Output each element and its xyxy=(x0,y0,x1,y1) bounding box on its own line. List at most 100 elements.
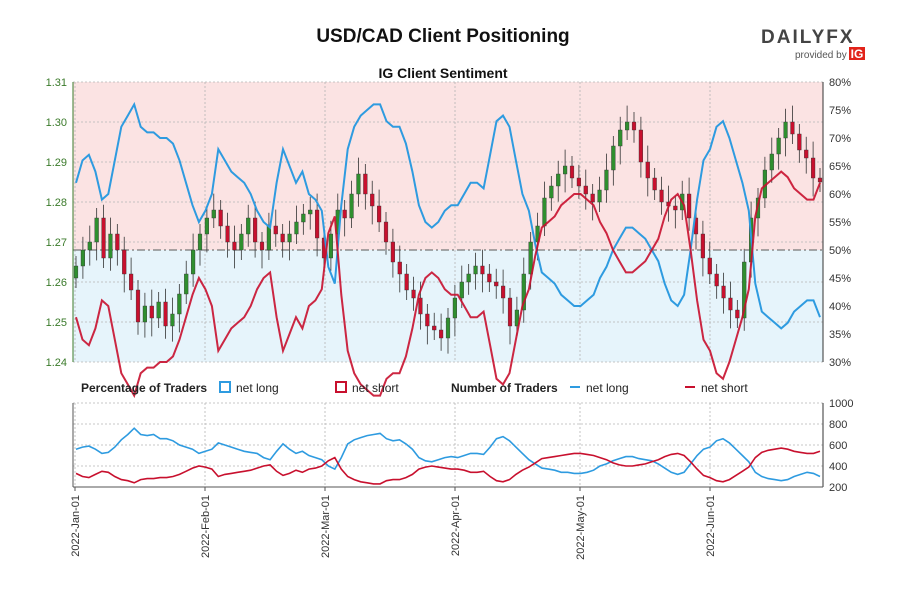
candle-bear xyxy=(728,297,733,311)
candle-bear xyxy=(163,301,168,327)
candle-bull xyxy=(563,165,568,175)
candle-bear xyxy=(638,129,643,163)
candle-bear xyxy=(149,305,154,319)
candle-bull xyxy=(542,197,547,227)
candle-bear xyxy=(797,133,802,151)
candle-bear xyxy=(700,233,705,259)
candle-bear xyxy=(507,297,513,327)
candle-bull xyxy=(783,121,788,139)
candle-bull xyxy=(177,293,182,315)
candle-bull xyxy=(521,273,526,311)
candle-bear xyxy=(135,289,141,323)
legend-num-short-label: net short xyxy=(701,381,748,395)
count-tick-label: 200 xyxy=(829,482,847,494)
candle-bull xyxy=(204,217,209,235)
candle-bear xyxy=(342,209,347,219)
count-tick-label: 1000 xyxy=(829,398,853,410)
candle-bear xyxy=(377,205,382,223)
candle-bear xyxy=(232,241,237,251)
date-tick-label: 2022-May-01 xyxy=(575,495,587,560)
chart-title: USD/CAD Client Positioning xyxy=(316,26,569,47)
legend: Percentage of Traders net long net short… xyxy=(81,381,748,395)
candle-bear xyxy=(273,225,278,235)
candle-bull xyxy=(597,189,602,203)
sentiment-tick-label: 35% xyxy=(829,329,851,341)
count-tick-label: 600 xyxy=(829,440,847,452)
price-tick-label: 1.24 xyxy=(46,357,67,369)
candle-bull xyxy=(156,301,161,319)
num-net-long-line xyxy=(75,427,821,482)
price-tick-label: 1.29 xyxy=(46,157,67,169)
legend-pct-heading: Percentage of Traders xyxy=(81,381,207,395)
count-tick-label: 400 xyxy=(829,461,847,473)
candle-bull xyxy=(87,241,92,251)
candle-bear xyxy=(631,121,637,131)
candle-bear xyxy=(383,221,389,243)
price-tick-label: 1.30 xyxy=(46,117,67,129)
price-tick-label: 1.26 xyxy=(46,277,67,289)
candle-bear xyxy=(439,329,444,339)
sentiment-lines xyxy=(75,101,821,399)
date-tick-label: 2022-Jun-01 xyxy=(705,495,717,557)
candle-bear xyxy=(363,173,368,195)
candle-bear xyxy=(714,273,719,287)
candle-bear xyxy=(425,313,430,327)
sentiment-tick-label: 65% xyxy=(829,161,851,173)
candle-bear xyxy=(122,249,127,275)
candle-bull xyxy=(604,169,609,191)
candle-bear xyxy=(569,165,575,179)
candle-bull xyxy=(108,233,113,259)
net-short-zone xyxy=(73,82,823,250)
date-tick-label: 2022-Mar-01 xyxy=(320,495,332,558)
candle-bear xyxy=(811,157,816,179)
candle-bull xyxy=(73,265,79,279)
candle-bear xyxy=(494,281,499,287)
legend-pct-short-swatch xyxy=(335,381,347,393)
candle-bear xyxy=(487,273,492,283)
candle-bull xyxy=(473,265,478,275)
sentiment-tick-label: 50% xyxy=(829,245,851,257)
candle-bull xyxy=(356,173,361,195)
legend-num-heading: Number of Traders xyxy=(451,381,558,395)
candle-bear xyxy=(253,217,258,243)
count-axis: 1000 800 600 400 200 xyxy=(829,398,853,494)
candle-bull xyxy=(287,233,292,243)
candle-bull xyxy=(466,273,471,283)
candle-bull xyxy=(197,233,203,251)
legend-pct-long-label: net long xyxy=(236,381,279,395)
candle-bear xyxy=(501,285,506,299)
candle-bull xyxy=(170,313,175,327)
candle-bear xyxy=(645,161,650,179)
candle-bear xyxy=(418,297,423,315)
sentiment-tick-label: 80% xyxy=(829,77,851,89)
sentiment-tick-label: 45% xyxy=(829,273,851,285)
candle-bear xyxy=(101,217,106,259)
candle-bear xyxy=(790,121,795,135)
sentiment-tick-label: 55% xyxy=(829,217,851,229)
candle-bull xyxy=(528,241,533,275)
candle-bull xyxy=(742,261,747,319)
candle-bear xyxy=(590,193,595,203)
trader-count-lines xyxy=(75,427,821,485)
price-tick-label: 1.27 xyxy=(46,237,67,249)
candle-bull xyxy=(549,185,554,199)
logo-wordmark: DAILYFX xyxy=(761,27,855,48)
candle-bear xyxy=(707,257,712,275)
candle-bear xyxy=(280,233,285,243)
candle-bull xyxy=(556,173,561,187)
candle-bull xyxy=(618,129,623,147)
candle-bull xyxy=(625,121,630,131)
candle-bull xyxy=(142,305,147,323)
candle-bear xyxy=(129,273,134,291)
candle-bear xyxy=(404,273,409,291)
price-tick-label: 1.25 xyxy=(46,317,67,329)
candle-bear xyxy=(804,149,809,159)
candle-bear xyxy=(817,177,823,183)
candle-bear xyxy=(721,285,726,299)
candle-bear xyxy=(432,325,437,331)
legend-pct-short-label: net short xyxy=(352,381,399,395)
candle-bull xyxy=(452,297,457,319)
candle-bear xyxy=(659,189,664,203)
legend-num-long-label: net long xyxy=(586,381,629,395)
